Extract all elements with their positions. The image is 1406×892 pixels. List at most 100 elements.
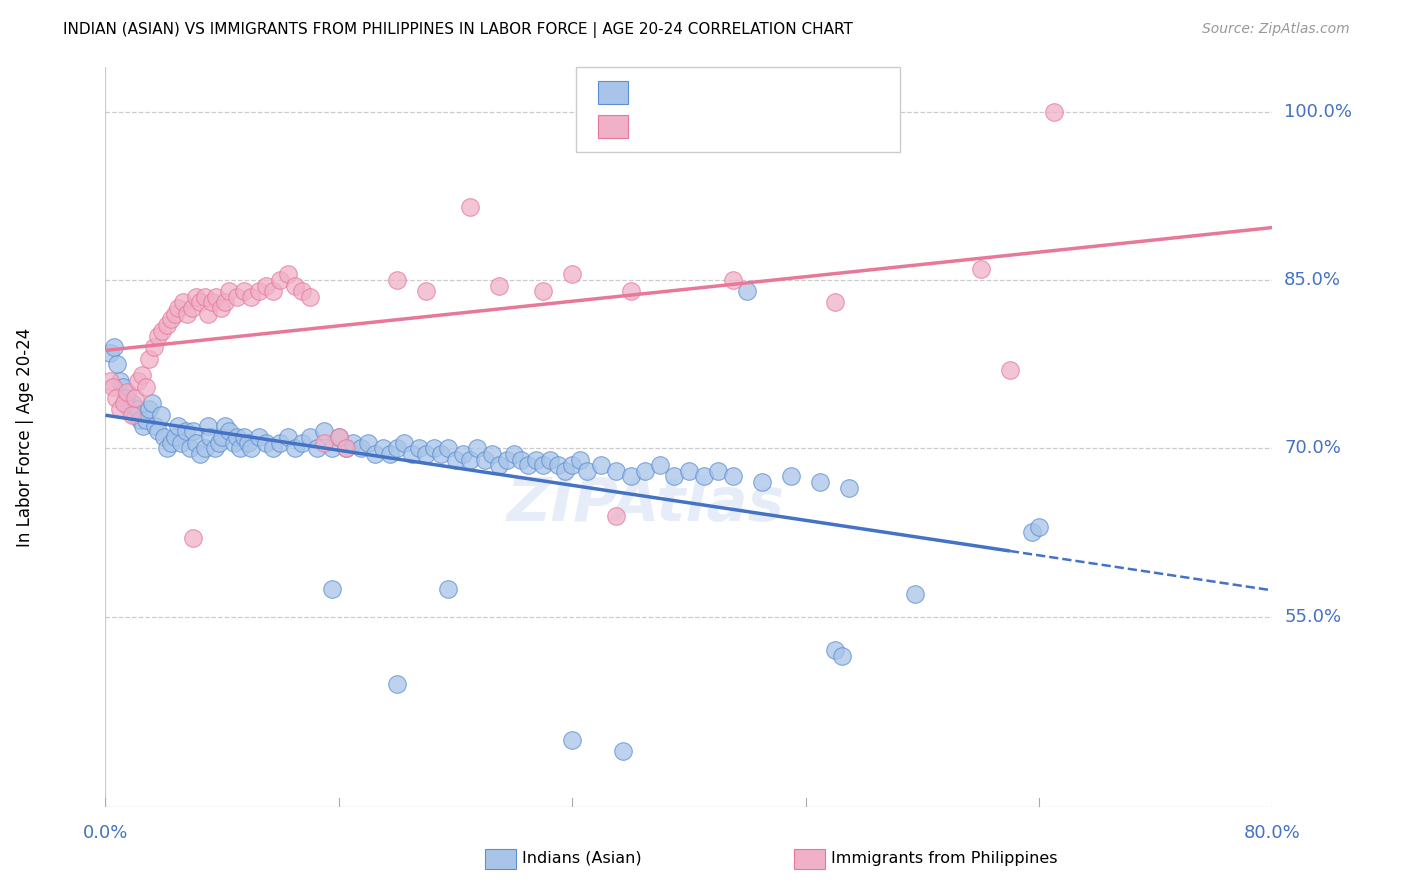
- Point: [751, 475, 773, 489]
- Point: [238, 435, 260, 450]
- Point: [167, 418, 190, 433]
- Point: [160, 312, 183, 326]
- Point: [357, 435, 380, 450]
- Point: [222, 435, 245, 450]
- Point: [156, 318, 179, 332]
- Point: [103, 340, 125, 354]
- Point: [254, 435, 277, 450]
- Point: [121, 396, 143, 410]
- Point: [184, 290, 207, 304]
- Point: [385, 442, 409, 456]
- Point: [208, 435, 231, 450]
- Text: Source: ZipAtlas.com: Source: ZipAtlas.com: [1202, 22, 1350, 37]
- Point: [591, 458, 613, 472]
- Point: [321, 442, 343, 456]
- Point: [737, 285, 759, 299]
- Point: [495, 452, 517, 467]
- Point: [437, 442, 460, 456]
- Point: [342, 435, 364, 450]
- Point: [314, 435, 336, 450]
- Point: [108, 374, 131, 388]
- Point: [188, 295, 211, 310]
- Point: [104, 391, 127, 405]
- Point: [146, 425, 169, 439]
- Point: [225, 430, 247, 444]
- Point: [678, 464, 700, 478]
- Point: [291, 435, 314, 450]
- Text: INDIAN (ASIAN) VS IMMIGRANTS FROM PHILIPPINES IN LABOR FORCE | AGE 20-24 CORRELA: INDIAN (ASIAN) VS IMMIGRANTS FROM PHILIP…: [63, 22, 853, 38]
- Point: [998, 363, 1021, 377]
- Point: [218, 285, 240, 299]
- Point: [200, 430, 222, 444]
- Point: [138, 402, 160, 417]
- Point: [131, 368, 153, 383]
- Point: [184, 435, 207, 450]
- Point: [127, 402, 149, 417]
- Text: 80.0%: 80.0%: [1244, 824, 1301, 842]
- Point: [124, 391, 146, 405]
- Point: [108, 402, 131, 417]
- Point: [262, 442, 284, 456]
- Point: [634, 464, 657, 478]
- Text: 85.0%: 85.0%: [1284, 271, 1341, 289]
- Point: [277, 430, 299, 444]
- Point: [197, 307, 219, 321]
- Point: [648, 458, 671, 472]
- Point: [298, 430, 321, 444]
- Point: [824, 295, 846, 310]
- Point: [240, 290, 263, 304]
- Point: [422, 442, 444, 456]
- Point: [138, 351, 160, 366]
- Point: [305, 442, 328, 456]
- Point: [179, 442, 201, 456]
- Point: [488, 278, 510, 293]
- Point: [488, 458, 510, 472]
- Point: [394, 435, 416, 450]
- Point: [510, 452, 533, 467]
- Point: [167, 301, 190, 315]
- Point: [101, 379, 124, 393]
- Point: [321, 582, 343, 596]
- Point: [176, 307, 198, 321]
- Point: [270, 435, 292, 450]
- Point: [378, 447, 401, 461]
- Point: [204, 442, 226, 456]
- Point: [458, 200, 481, 214]
- Point: [575, 464, 598, 478]
- Point: [458, 452, 481, 467]
- Point: [149, 408, 172, 422]
- Point: [247, 430, 270, 444]
- Point: [721, 273, 744, 287]
- Text: R = -0.396   N = 108: R = -0.396 N = 108: [651, 84, 834, 102]
- Point: [142, 340, 165, 354]
- Point: [524, 452, 547, 467]
- Point: [201, 295, 224, 310]
- Point: [838, 481, 860, 495]
- Text: 0.0%: 0.0%: [83, 824, 128, 842]
- Point: [143, 418, 166, 433]
- Point: [121, 408, 143, 422]
- Point: [831, 648, 853, 663]
- Point: [904, 587, 927, 601]
- Point: [808, 475, 831, 489]
- Point: [350, 442, 373, 456]
- Point: [437, 582, 460, 596]
- Point: [165, 307, 187, 321]
- Point: [467, 442, 489, 456]
- Point: [415, 447, 437, 461]
- Text: Immigrants from Philippines: Immigrants from Philippines: [831, 851, 1057, 865]
- Point: [135, 379, 157, 393]
- Point: [401, 447, 423, 461]
- Point: [503, 447, 526, 461]
- Point: [181, 531, 204, 545]
- Point: [117, 385, 139, 400]
- Point: [415, 285, 437, 299]
- Point: [132, 418, 155, 433]
- Point: [291, 285, 314, 299]
- Point: [780, 469, 803, 483]
- Point: [98, 374, 121, 388]
- Point: [538, 452, 561, 467]
- Point: [554, 464, 576, 478]
- Point: [194, 442, 217, 456]
- Point: [118, 402, 141, 417]
